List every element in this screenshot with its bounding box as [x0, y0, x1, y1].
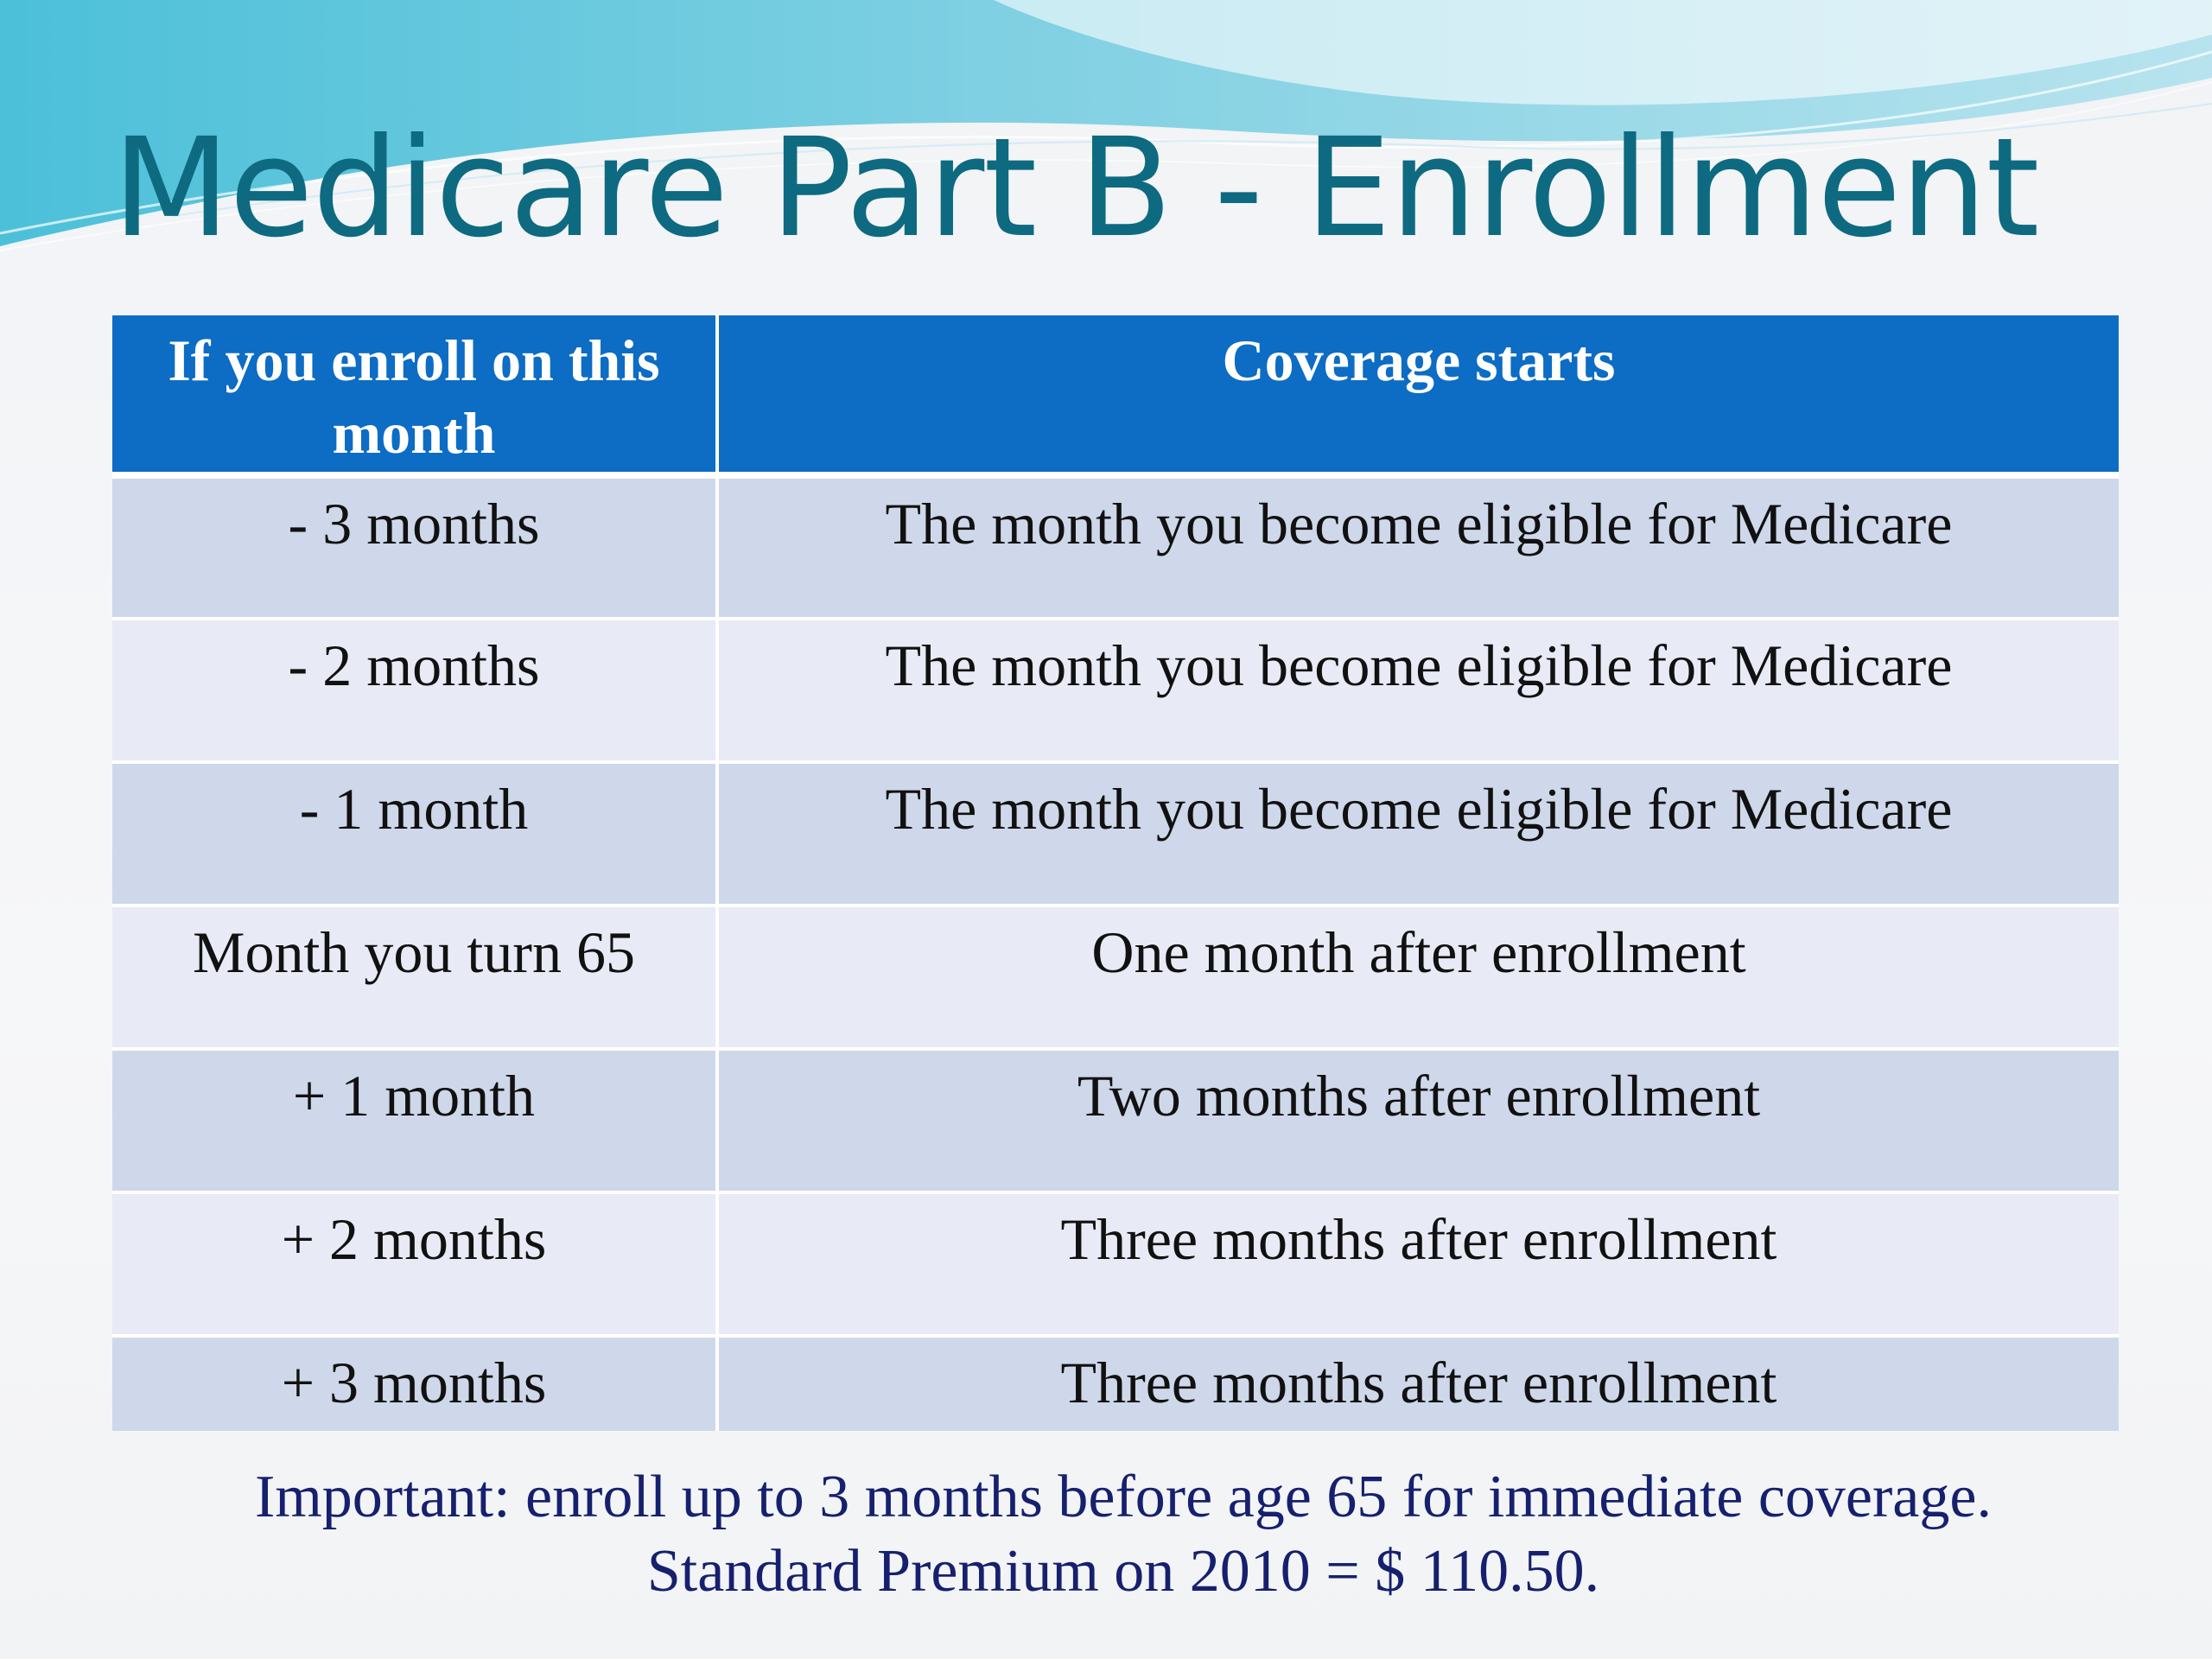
important-note: Important: enroll up to 3 months before … [255, 1464, 1992, 1530]
table-row: + 1 month Two months after enrollment [112, 1049, 2119, 1194]
header-wave-decoration [0, 0, 2212, 251]
wave-light-band [994, 0, 2212, 105]
table-row: - 2 months The month you become eligible… [112, 619, 2119, 764]
table-row: - 3 months The month you become eligible… [112, 475, 2119, 620]
table-row: + 2 months Three months after enrollment [112, 1192, 2119, 1338]
table-header-row: If you enroll on this month Coverage sta… [112, 315, 2119, 479]
enroll-month-cell: + 2 months [112, 1192, 719, 1338]
header-coverage-starts: Coverage starts [717, 315, 2119, 479]
slide-title: Medicare Part B - Enrollment [112, 109, 2039, 268]
enroll-month-cell: + 1 month [112, 1049, 719, 1194]
coverage-start-cell: Three months after enrollment [717, 1336, 2119, 1431]
coverage-start-cell: The month you become eligible for Medica… [717, 762, 2119, 907]
coverage-start-cell: Two months after enrollment [717, 1049, 2119, 1194]
table-row: - 1 month The month you become eligible … [112, 762, 2119, 907]
enroll-month-cell: Month you turn 65 [112, 906, 719, 1051]
enroll-month-cell: - 1 month [112, 762, 719, 907]
table-row: + 3 months Three months after enrollment [112, 1336, 2119, 1431]
coverage-start-cell: The month you become eligible for Medica… [717, 619, 2119, 764]
premium-note: Standard Premium on 2010 = $ 110.50. [646, 1538, 1600, 1605]
coverage-start-cell: Three months after enrollment [717, 1192, 2119, 1338]
coverage-start-cell: One month after enrollment [717, 906, 2119, 1051]
enrollment-table: If you enroll on this month Coverage sta… [112, 315, 2119, 1431]
table-row: Month you turn 65 One month after enroll… [112, 906, 2119, 1051]
enroll-month-cell: + 3 months [112, 1336, 719, 1431]
wave-line-2 [0, 81, 2212, 251]
coverage-start-cell: The month you become eligible for Medica… [717, 475, 2119, 620]
footnote: Important: enroll up to 3 months before … [112, 1460, 2134, 1609]
enrollment-table-container: If you enroll on this month Coverage sta… [112, 315, 2119, 1431]
header-enroll-month: If you enroll on this month [112, 315, 719, 479]
enroll-month-cell: - 3 months [112, 475, 719, 620]
wave-line-3 [172, 103, 2212, 217]
enroll-month-cell: - 2 months [112, 619, 719, 764]
